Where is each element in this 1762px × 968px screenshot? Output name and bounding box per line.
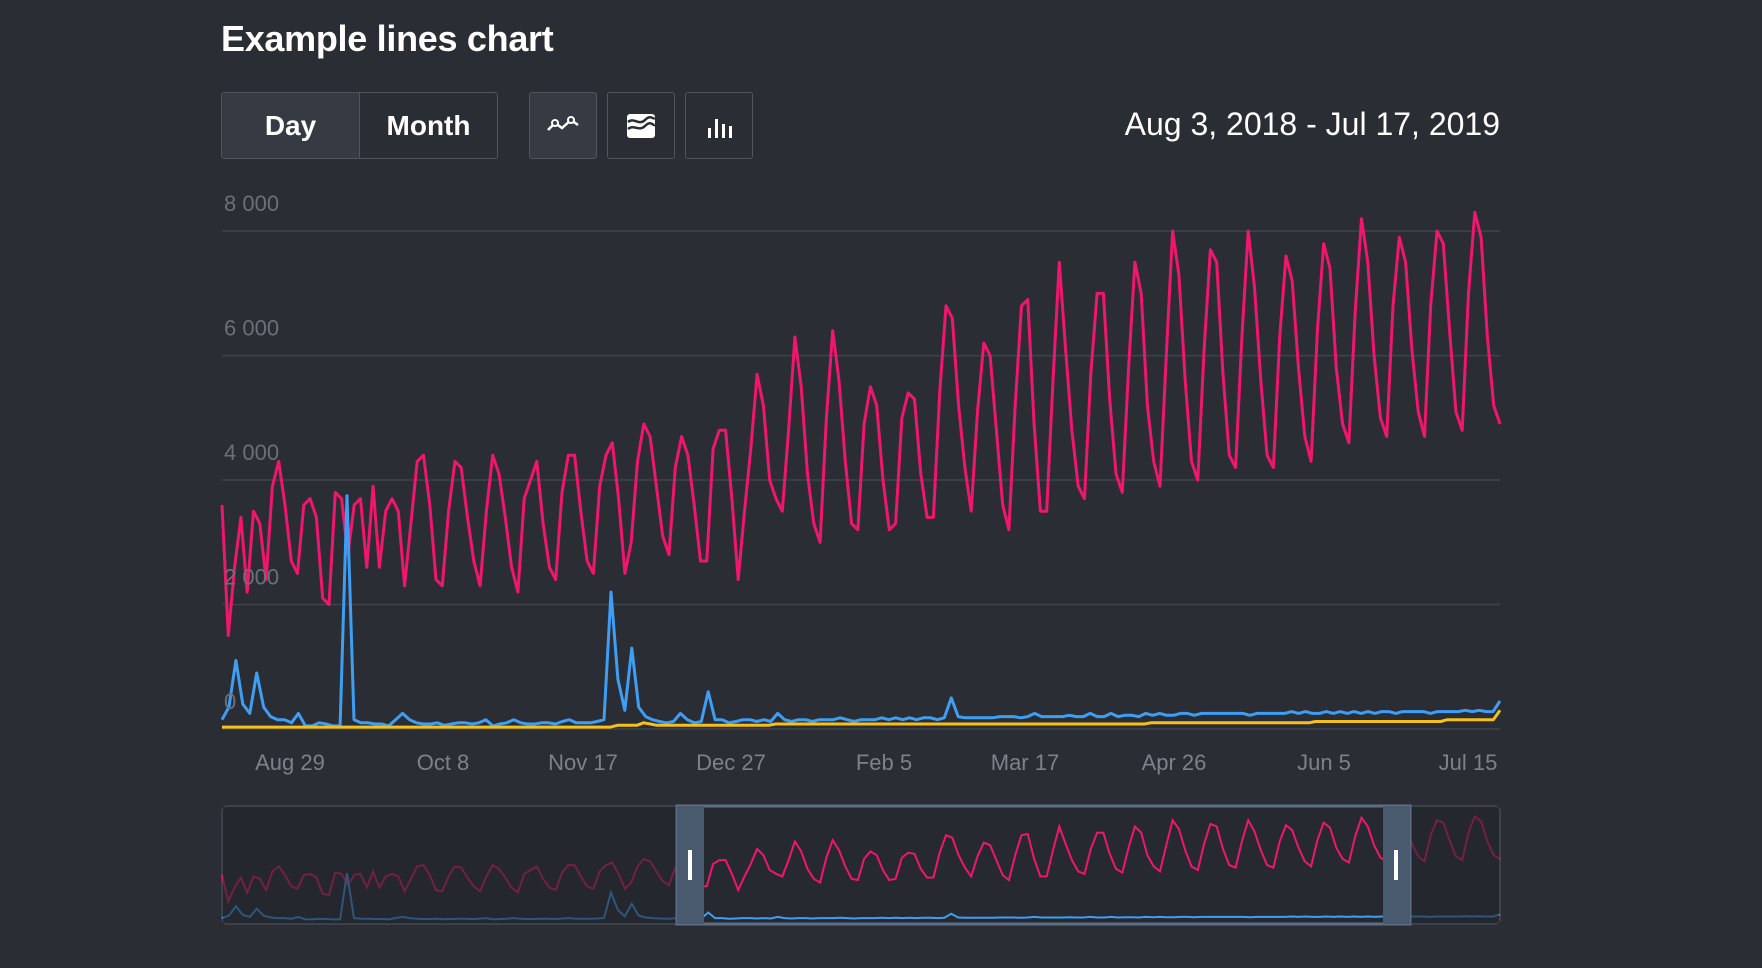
area-chart-button[interactable] bbox=[607, 92, 675, 159]
range-navigator[interactable] bbox=[221, 804, 1501, 926]
y-tick-label: 6 000 bbox=[224, 316, 279, 341]
month-button[interactable]: Month bbox=[359, 93, 497, 158]
day-button[interactable]: Day bbox=[222, 93, 359, 158]
x-tick-label: Nov 17 bbox=[548, 750, 618, 775]
area-chart-icon bbox=[627, 113, 656, 138]
y-tick-label: 8 000 bbox=[224, 191, 279, 216]
line-chart-icon bbox=[547, 115, 579, 131]
x-tick-label: Jun 5 bbox=[1297, 750, 1351, 775]
date-range: Aug 3, 2018 - Jul 17, 2019 bbox=[1124, 106, 1500, 142]
line-chart-button[interactable] bbox=[529, 92, 597, 159]
x-tick-label: Mar 17 bbox=[991, 750, 1059, 775]
bar-chart-icon bbox=[708, 118, 732, 138]
x-tick-label: Feb 5 bbox=[856, 750, 912, 775]
x-tick-label: Jul 15 bbox=[1439, 750, 1498, 775]
y-tick-label: 4 000 bbox=[224, 440, 279, 465]
x-tick-label: Apr 26 bbox=[1142, 750, 1207, 775]
handle-grip bbox=[1394, 850, 1398, 880]
handle-grip bbox=[688, 850, 692, 880]
period-toggle: Day Month bbox=[221, 92, 498, 159]
x-tick-label: Oct 8 bbox=[417, 750, 470, 775]
x-tick-label: Dec 27 bbox=[696, 750, 766, 775]
bar-chart-button[interactable] bbox=[685, 92, 753, 159]
series-line bbox=[222, 709, 1502, 729]
navigator-mask-right bbox=[1410, 807, 1499, 923]
series-line bbox=[220, 494, 1502, 728]
x-tick-label: Aug 29 bbox=[255, 750, 325, 775]
navigator-mask-left bbox=[223, 807, 677, 923]
y-tick-label: 2 000 bbox=[224, 565, 279, 590]
series-line bbox=[220, 210, 1502, 638]
y-tick-label: 0 bbox=[224, 689, 236, 714]
chart-title: Example lines chart bbox=[221, 18, 554, 59]
